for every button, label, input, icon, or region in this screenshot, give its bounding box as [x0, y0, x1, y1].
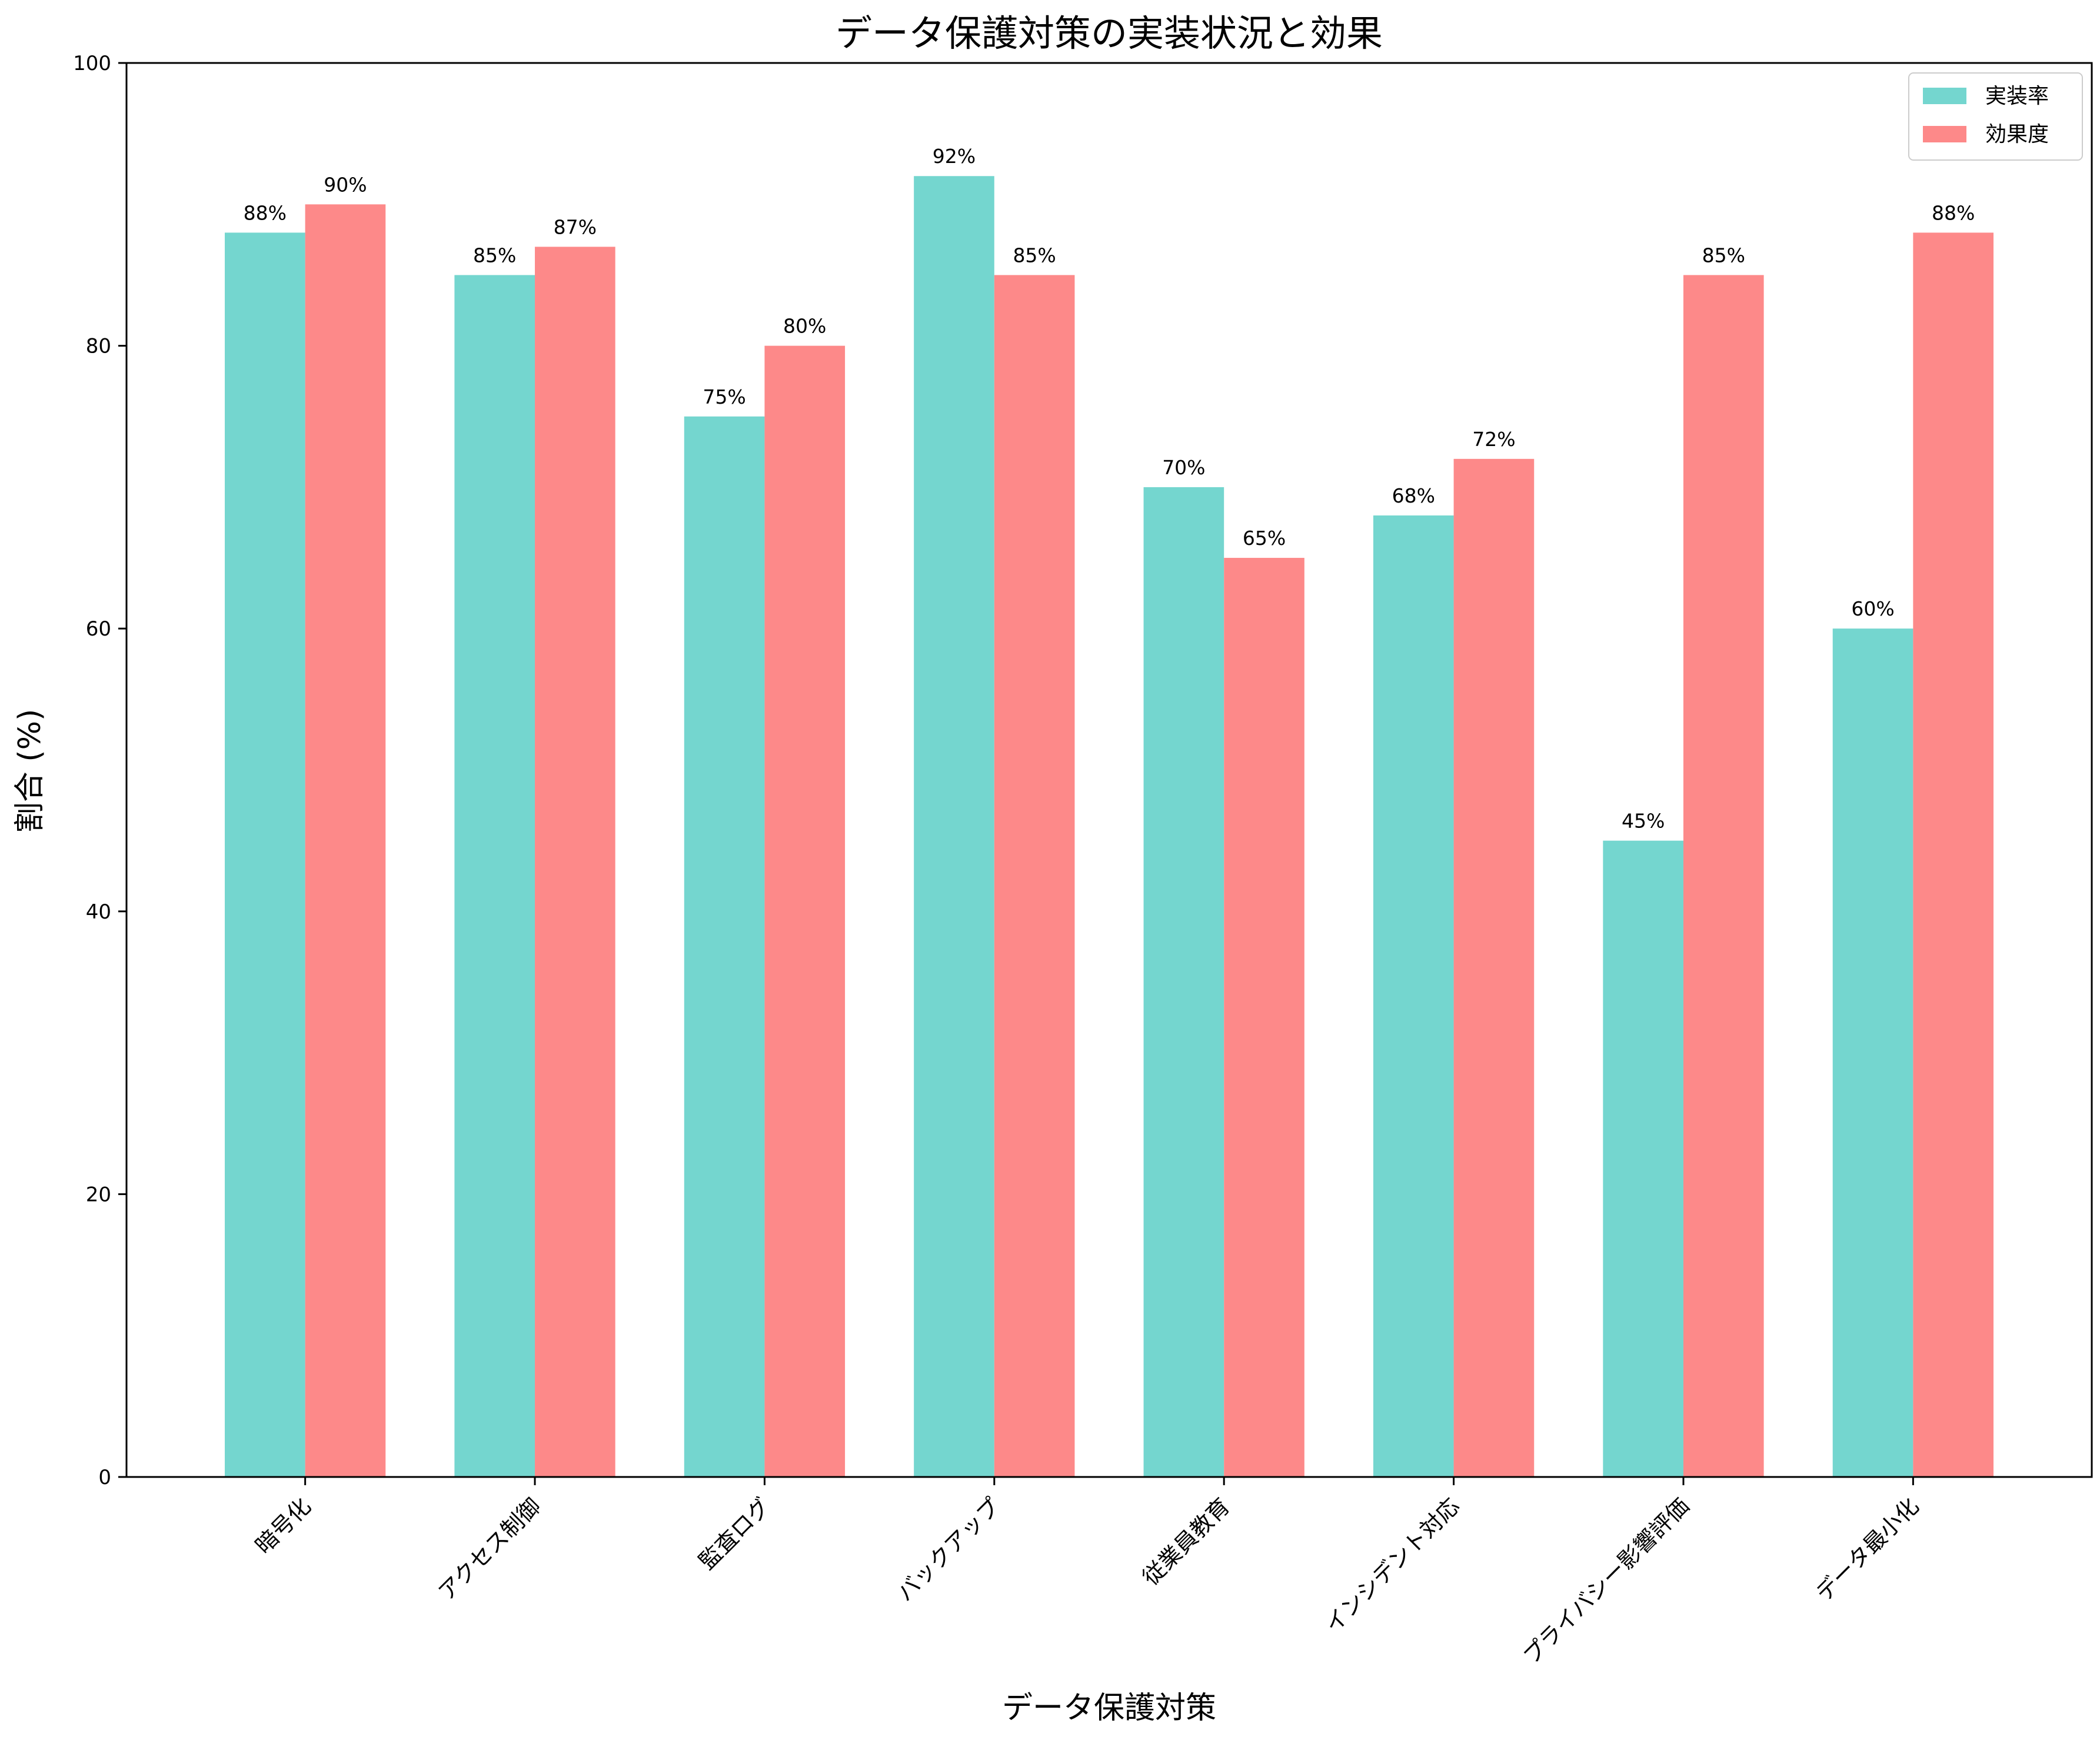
data-label-effectiveness-0: 90%: [324, 173, 367, 196]
bar-implementation-6: [1603, 840, 1683, 1477]
x-tick-label-0: 暗号化: [250, 1493, 316, 1559]
legend: 実装率 効果度: [1908, 72, 2083, 161]
data-label-effectiveness-6: 85%: [1702, 244, 1745, 267]
data-label-implementation-2: 75%: [703, 385, 746, 408]
bar-effectiveness-5: [1453, 458, 1535, 1477]
bar-effectiveness-4: [1224, 558, 1304, 1477]
bar-effectiveness-3: [994, 275, 1075, 1478]
bar-effectiveness-7: [1913, 232, 1993, 1478]
data-label-implementation-0: 88%: [244, 201, 287, 224]
bar-implementation-3: [914, 176, 994, 1477]
bar-implementation-4: [1143, 487, 1224, 1477]
data-label-effectiveness-2: 80%: [783, 315, 826, 338]
x-tick-label-6: プライバシー影響評価: [1518, 1493, 1694, 1669]
x-tick-label-7: データ最小化: [1811, 1493, 1923, 1606]
legend-swatch-effectiveness: [1923, 126, 1966, 142]
bar-implementation-5: [1373, 515, 1454, 1478]
x-tick-label-5: インシデント対応: [1320, 1493, 1465, 1638]
bar-effectiveness-2: [764, 345, 846, 1477]
bar-implementation-0: [225, 232, 305, 1478]
legend-label-implementation: 実装率: [1985, 84, 2049, 108]
bar-effectiveness-6: [1683, 275, 1764, 1478]
x-tick-label-1: アクセス制御: [433, 1493, 545, 1605]
x-axis-title: データ保護対策: [1002, 1691, 1216, 1726]
y-tick-label-2: 40: [86, 900, 111, 924]
y-tick-label-3: 60: [86, 617, 111, 641]
data-label-effectiveness-1: 87%: [554, 215, 597, 238]
y-axis: 0 20 40 60 80 100: [73, 52, 127, 1489]
data-label-implementation-7: 60%: [1851, 597, 1894, 620]
bar-implementation-1: [454, 275, 535, 1478]
plot-area-frame: [125, 62, 2093, 1478]
x-tick-label-3: バックアップ: [892, 1493, 1005, 1606]
data-labels-layer: 88% 90% 85% 87% 75% 80% 92% 85% 70% 65% 68% 72% 45% 8…: [244, 145, 1975, 832]
data-label-implementation-4: 70%: [1162, 456, 1205, 479]
y-tick-label-1: 20: [86, 1183, 111, 1206]
y-axis-title: 割合 (%): [12, 709, 48, 833]
y-tick-label-4: 80: [86, 335, 111, 358]
y-tick-label-0: 0: [98, 1466, 111, 1489]
data-label-effectiveness-7: 88%: [1932, 201, 1975, 224]
data-label-effectiveness-4: 65%: [1243, 527, 1286, 550]
data-label-implementation-1: 85%: [473, 244, 516, 267]
bar-effectiveness-0: [305, 204, 386, 1477]
bar-implementation-2: [684, 416, 765, 1477]
data-label-implementation-5: 68%: [1392, 484, 1435, 507]
x-tick-label-2: 監査ログ: [694, 1493, 776, 1575]
legend-label-effectiveness: 効果度: [1985, 122, 2049, 147]
data-label-effectiveness-3: 85%: [1013, 244, 1056, 267]
y-tick-label-5: 100: [73, 52, 111, 75]
bar-effectiveness-1: [535, 247, 615, 1477]
data-label-effectiveness-5: 72%: [1472, 428, 1515, 451]
data-label-implementation-6: 45%: [1622, 810, 1665, 833]
x-tick-label-4: 従業員教育: [1137, 1493, 1234, 1590]
bars-layer: [225, 176, 1993, 1478]
bar-implementation-7: [1832, 628, 1913, 1477]
legend-swatch-implementation: [1923, 88, 1966, 104]
data-label-implementation-3: 92%: [933, 145, 976, 168]
chart-title: データ保護対策の実装状況と効果: [836, 12, 1383, 55]
x-axis: 暗号化 アクセス制御 監査ログ バックアップ 従業員教育 インシデント対応 プライバシー影響…: [250, 1477, 1924, 1669]
